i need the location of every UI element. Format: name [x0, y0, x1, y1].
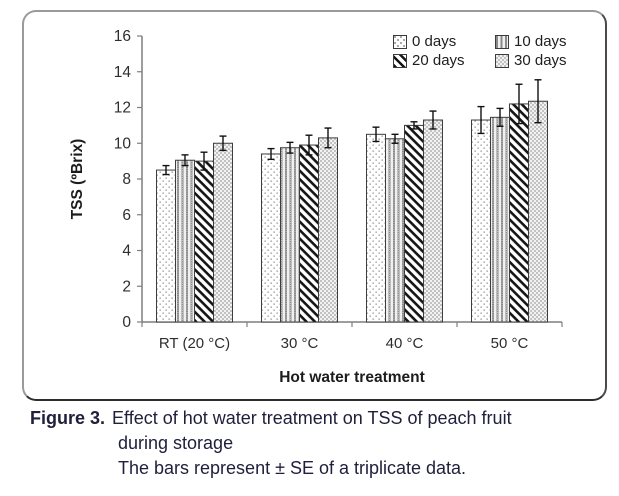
- bar-20-days-3: [509, 103, 529, 323]
- bar-0-days-3: [471, 119, 491, 323]
- legend-item-30-days: 30 days: [495, 52, 567, 69]
- bar-0-days-0: [156, 169, 176, 323]
- legend-label: 30 days: [514, 52, 567, 69]
- legend-swatch-checker-icon: [495, 54, 509, 68]
- legend-swatch-vstripes-icon: [495, 35, 509, 49]
- tss-bar-chart: 0 2 4 6 8 10 12 14 16 RT (20 °C) 30 °C 40 °C 50 °C Ho…: [69, 28, 563, 386]
- bar-0-days-1: [261, 153, 281, 323]
- bar-0-days-2: [366, 133, 386, 323]
- x-category-label: RT (20 °C): [159, 335, 230, 352]
- legend-item-20-days: 20 days: [393, 52, 495, 69]
- caption-line-3: The bars represent ± SE of a triplicate …: [118, 458, 467, 478]
- bar-10-days-3: [490, 116, 510, 323]
- y-tick-label: 2: [122, 278, 131, 295]
- y-tick-label: 4: [122, 243, 131, 260]
- figure-caption: Figure 3. Effect of hot water treatment o…: [30, 406, 512, 481]
- legend-swatch-diagonal-icon: [393, 54, 407, 68]
- bar-20-days-0: [194, 160, 214, 323]
- x-category-label: 30 °C: [281, 335, 319, 352]
- legend-item-0-days: 0 days: [393, 33, 495, 50]
- y-tick-label: 14: [114, 64, 132, 81]
- caption-line-1: Figure 3. Effect of hot water treatment o…: [30, 406, 512, 431]
- x-category-label: 50 °C: [491, 335, 529, 352]
- caption-title-text: Effect of hot water treatment on TSS of …: [112, 408, 512, 428]
- legend-swatch-dots-icon: [393, 35, 407, 49]
- y-tick-label: 16: [114, 28, 131, 45]
- y-tick-label: 0: [122, 314, 131, 331]
- y-tick-label: 8: [122, 171, 131, 188]
- bar-30-days-3: [528, 100, 548, 323]
- bar-20-days-1: [299, 144, 319, 323]
- caption-line-2: during storage: [118, 433, 234, 453]
- bar-10-days-0: [175, 159, 195, 323]
- x-axis-title: Hot water treatment: [279, 369, 425, 386]
- chart-legend: 0 days 10 days 20 days 30 days: [393, 33, 567, 69]
- figure-number-label: Figure 3.: [30, 408, 106, 428]
- y-tick-label: 10: [114, 135, 132, 152]
- bar-20-days-2: [404, 124, 424, 323]
- y-axis-title: TSS (ºBrix): [69, 139, 86, 220]
- bar-30-days-0: [213, 142, 233, 323]
- chart-panel: 0 2 4 6 8 10 12 14 16 RT (20 °C) 30 °C 40 °C 50 °C Ho…: [22, 10, 607, 401]
- legend-label: 20 days: [412, 52, 465, 69]
- legend-label: 10 days: [514, 33, 567, 50]
- bar-30-days-1: [318, 137, 338, 323]
- bar-30-days-2: [423, 119, 443, 323]
- legend-item-10-days: 10 days: [495, 33, 567, 50]
- y-tick-label: 6: [122, 207, 131, 224]
- bar-10-days-1: [280, 147, 300, 323]
- y-tick-label: 12: [114, 100, 131, 117]
- legend-label: 0 days: [412, 33, 457, 50]
- bar-10-days-2: [385, 138, 405, 323]
- x-category-label: 40 °C: [386, 335, 424, 352]
